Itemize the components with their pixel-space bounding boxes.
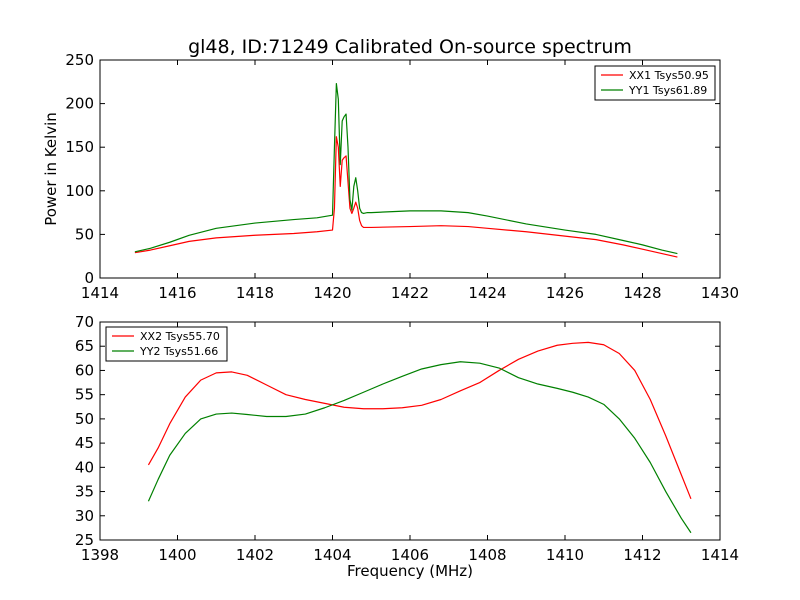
chart-1-ytick-label-5: 50 [75, 410, 94, 428]
chart-0-xtick-label-1: 1416 [158, 284, 196, 302]
chart-0-ytick-label-4: 200 [65, 95, 94, 113]
chart-0-ytick-label-0: 0 [84, 269, 94, 287]
chart-1-xtick-label-3: 1404 [313, 546, 351, 564]
chart-1-ytick-label-6: 55 [75, 386, 94, 404]
chart-1-ytick-label-2: 35 [75, 483, 94, 501]
chart-0-xtick-label-6: 1426 [546, 284, 584, 302]
chart-title: gl48, ID:71249 Calibrated On-source spec… [188, 36, 632, 58]
chart-1-ytick-label-9: 70 [75, 313, 94, 331]
chart-1-xtick-label-8: 1414 [701, 546, 739, 564]
chart-1-series-0-line [147, 341, 692, 500]
chart-0-ytick-label-3: 150 [65, 138, 94, 156]
chart-1-xtick-label-7: 1412 [623, 546, 661, 564]
top-plot: 1414 1416 1418 1420 1422 1424 1426 1428 1430 0 50 1… [42, 51, 739, 302]
chart-1-xtick-label-5: 1408 [468, 546, 506, 564]
bottom-plot: 1398 1400 1402 1404 1406 1408 1410 1412 1414 25 30… [75, 313, 739, 580]
chart-1-legend-label-1: YY2 Tsys51.66 [139, 345, 218, 358]
chart-0-xtick-label-4: 1422 [391, 284, 429, 302]
chart-0-legend-label-1: YY1 Tsys61.89 [628, 84, 707, 97]
chart-1-ytick-label-0: 25 [75, 531, 94, 549]
chart-1-xlabel: Frequency (MHz) [347, 562, 473, 580]
chart-0-ytick-label-5: 250 [65, 51, 94, 69]
chart-0-xtick-label-8: 1430 [701, 284, 739, 302]
chart-0-xtick-label-7: 1428 [623, 284, 661, 302]
chart-0-legend-label-0: XX1 Tsys50.95 [629, 69, 709, 82]
chart-1-ytick-label-4: 45 [75, 434, 94, 452]
chart-0-xtick-label-5: 1424 [468, 284, 506, 302]
chart-1-xtick-label-6: 1410 [546, 546, 584, 564]
chart-0-xtick-label-3: 1420 [313, 284, 351, 302]
chart-1-legend: XX2 Tsys55.70 YY2 Tsys51.66 [105, 326, 228, 362]
chart-1-xtick-label-0: 1398 [81, 546, 119, 564]
chart-0-ytick-label-2: 100 [65, 182, 94, 200]
chart-0-ytick-label-1: 50 [75, 225, 94, 243]
chart-1-xtick-label-4: 1406 [391, 546, 429, 564]
chart-1-legend-box [105, 326, 228, 362]
chart-0-legend: XX1 Tsys50.95 YY1 Tsys61.89 [594, 65, 716, 101]
chart-1-ytick-label-7: 60 [75, 361, 94, 379]
chart-1-xtick-label-2: 1402 [236, 546, 274, 564]
chart-1-legend-label-0: XX2 Tsys55.70 [140, 330, 220, 343]
chart-0-ylabel: Power in Kelvin [42, 112, 60, 226]
chart-0-legend-box [594, 65, 716, 101]
chart-0-xtick-label-2: 1418 [236, 284, 274, 302]
chart-1-series-1-line [147, 361, 692, 534]
chart-0-series-1-line [134, 82, 678, 255]
chart-1-xtick-label-1: 1400 [158, 546, 196, 564]
chart-0-xtick-label-0: 1414 [81, 284, 119, 302]
chart-1-ytick-label-1: 30 [75, 507, 94, 525]
chart-1-ytick-label-8: 65 [75, 337, 94, 355]
chart-0-series-0-line [134, 136, 678, 258]
chart-1-ytick-label-3: 40 [75, 458, 94, 476]
